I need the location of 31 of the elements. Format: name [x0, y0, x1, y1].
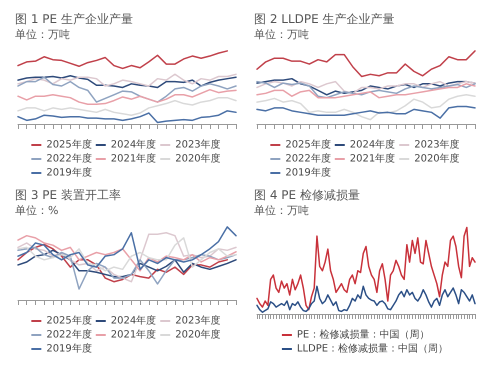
legend-label: 2022年度	[46, 328, 92, 340]
legend-label: 2021年度	[350, 152, 396, 164]
chart-title: 图 2 LLDPE 生产企业产量	[254, 12, 395, 26]
legend-label: LLDPE：检修减损量：中国（周）	[296, 342, 448, 354]
chart-subtitle: 单位：万吨	[15, 28, 70, 41]
legend-label: 2022年度	[46, 152, 92, 164]
legend-label: 2024年度	[110, 314, 156, 326]
legend-label: 2025年度	[285, 138, 331, 150]
legend-label: 2023年度	[175, 138, 221, 150]
legend-label: 2019年度	[46, 166, 92, 178]
legend-label: 2020年度	[175, 328, 221, 340]
chart-subtitle: 单位：%	[15, 204, 58, 217]
legend-label: 2021年度	[110, 328, 156, 340]
legend-label: 2024年度	[110, 138, 156, 150]
legend-label: 2019年度	[46, 342, 92, 354]
legend-label: 2025年度	[46, 138, 92, 150]
chart-subtitle: 单位：万吨	[254, 204, 309, 217]
legend-label: 2025年度	[46, 314, 92, 326]
chart-title: 图 1 PE 生产企业产量	[15, 12, 133, 26]
legend-label: 2022年度	[285, 152, 331, 164]
chart-title: 图 3 PE 装置开工率	[15, 188, 121, 202]
legend-label: 2019年度	[285, 166, 331, 178]
legend-label: 2023年度	[414, 138, 460, 150]
legend-label: 2020年度	[175, 152, 221, 164]
chart-subtitle: 单位：万吨	[254, 28, 309, 41]
legend-label: 2021年度	[110, 152, 156, 164]
legend-label: 2020年度	[414, 152, 460, 164]
legend-label: 2023年度	[175, 314, 221, 326]
legend-label: 2024年度	[350, 138, 396, 150]
legend-label: PE：检修减损量：中国（周）	[296, 328, 430, 340]
chart-title: 图 4 PE 检修减损量	[254, 188, 360, 202]
